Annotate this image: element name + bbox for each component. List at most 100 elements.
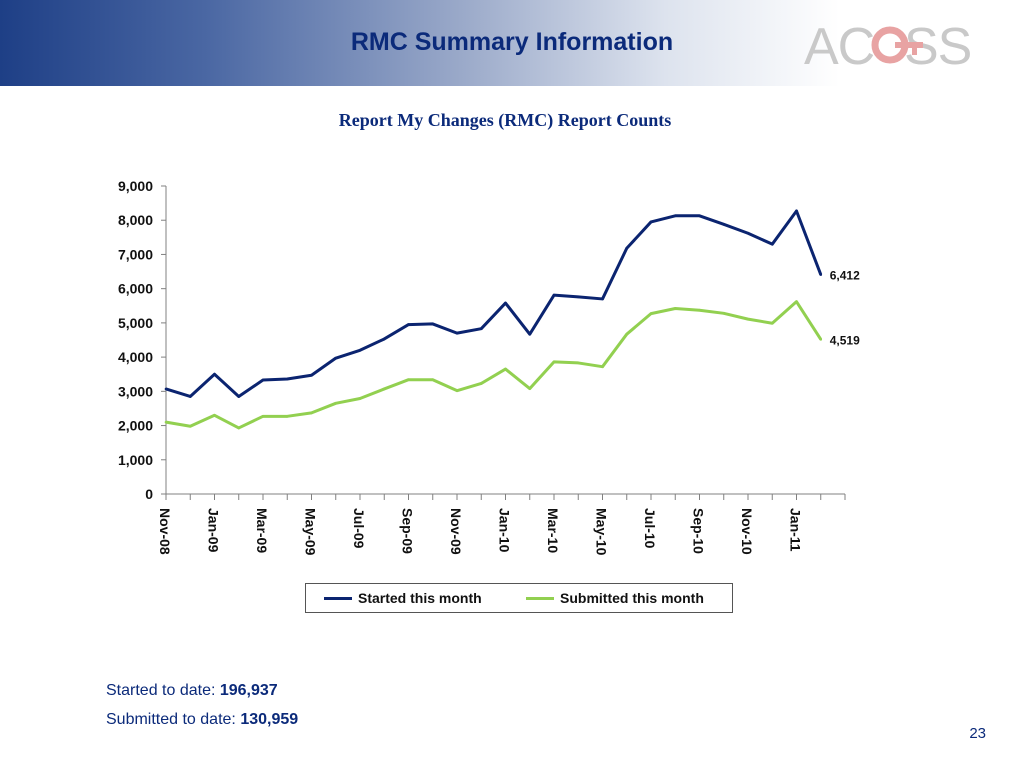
data-point-submitted: [552, 360, 556, 364]
data-point-submitted: [407, 378, 410, 381]
submitted-to-date: Submitted to date: 130,959: [106, 711, 298, 729]
y-tick-label: 7,000: [118, 246, 153, 262]
started-to-date-value: 196,937: [219, 682, 278, 699]
data-point-started: [552, 293, 556, 297]
x-tick-label: Sep-10: [691, 508, 707, 554]
data-point-started: [576, 295, 580, 299]
data-point-submitted: [455, 389, 459, 392]
data-point-started: [237, 395, 241, 398]
data-point-submitted: [164, 420, 168, 424]
data-point-submitted: [285, 415, 289, 418]
x-tick-label: Nov-09: [448, 508, 464, 555]
x-tick-label: Nov-10: [739, 508, 755, 555]
data-point-submitted: [673, 307, 677, 310]
data-label-started: 6,412: [830, 269, 860, 283]
data-point-submitted: [528, 387, 532, 390]
data-point-submitted: [479, 382, 483, 385]
x-tick-label: Mar-10: [545, 508, 561, 553]
series-line-started: [165, 209, 823, 398]
y-tick-label: 3,000: [118, 383, 153, 399]
data-point-started: [770, 242, 774, 246]
data-point-submitted: [819, 338, 823, 341]
legend-item-submitted: Submitted this month: [526, 584, 704, 612]
access-logo: AC SS: [804, 18, 972, 76]
x-tick-label: Jul-09: [351, 508, 367, 549]
data-point-submitted: [358, 397, 362, 400]
page-title: RMC Summary Information: [350, 28, 674, 56]
y-tick-label: 4,000: [118, 349, 153, 365]
y-tick-label: 6,000: [118, 281, 153, 297]
y-tick-label: 9,000: [118, 178, 153, 194]
data-point-submitted: [576, 361, 580, 365]
data-point-submitted: [625, 332, 629, 336]
data-point-started: [188, 395, 192, 398]
series-line-submitted: [165, 300, 823, 430]
data-point-submitted: [334, 402, 338, 405]
data-point-started: [504, 301, 507, 305]
data-point-submitted: [431, 378, 435, 381]
submitted-to-date-value: 130,959: [240, 711, 299, 728]
data-point-submitted: [770, 321, 774, 325]
y-tick-label: 5,000: [118, 315, 153, 331]
data-point-submitted: [188, 424, 192, 428]
chart-title: Report My Changes (RMC) Report Counts: [338, 110, 672, 130]
x-tick-label: Nov-08: [157, 508, 173, 555]
data-point-started: [358, 348, 362, 352]
y-tick-label: 1,000: [118, 452, 153, 468]
data-point-started: [673, 214, 677, 218]
chart-legend: Started this month Submitted this month: [305, 583, 733, 613]
x-tick-label: May-09: [303, 508, 319, 556]
x-tick-label: Jan-09: [206, 508, 222, 553]
data-point-started: [261, 378, 265, 382]
data-point-started: [722, 223, 726, 226]
x-tick-label: Jan-10: [497, 508, 513, 553]
data-point-started: [819, 273, 823, 276]
started-to-date: Started to date: 196,937: [106, 682, 278, 700]
data-point-started: [382, 337, 386, 341]
data-point-started: [649, 220, 653, 224]
data-point-submitted: [649, 312, 653, 315]
data-point-submitted: [237, 426, 241, 430]
data-point-started: [164, 387, 168, 391]
data-point-started: [455, 331, 459, 335]
legend-swatch-started: [324, 596, 352, 600]
header-band: [0, 0, 1024, 86]
data-point-submitted: [382, 387, 386, 391]
data-point-started: [431, 322, 435, 326]
legend-label-started: Started this month: [358, 590, 482, 606]
submitted-to-date-label: Submitted to date:: [106, 711, 241, 728]
data-point-submitted: [746, 317, 750, 321]
data-point-submitted: [795, 300, 798, 303]
x-tick-label: Jan-11: [788, 508, 804, 552]
x-tick-label: May-10: [594, 508, 610, 556]
data-point-submitted: [504, 367, 507, 371]
x-tick-label: Sep-09: [400, 508, 416, 554]
y-tick-label: 2,000: [118, 418, 153, 434]
data-point-started: [528, 332, 532, 336]
data-point-submitted: [310, 411, 313, 415]
data-point-started: [746, 231, 750, 235]
legend-swatch-submitted: [526, 596, 554, 600]
data-point-started: [698, 214, 701, 218]
data-point-started: [334, 356, 338, 360]
data-point-submitted: [261, 415, 265, 418]
legend-label-submitted: Submitted this month: [560, 590, 704, 606]
data-point-submitted: [722, 312, 726, 315]
data-point-started: [601, 297, 604, 301]
data-point-started: [625, 246, 629, 250]
page-number: 23: [969, 725, 986, 742]
data-point-started: [479, 327, 483, 331]
data-point-started: [213, 372, 216, 376]
data-point-started: [310, 373, 313, 377]
legend-item-started: Started this month: [324, 584, 482, 612]
data-point-started: [407, 323, 410, 326]
data-label-submitted: 4,519: [830, 333, 860, 347]
svg-text:AC: AC: [804, 18, 874, 76]
started-to-date-label: Started to date:: [106, 682, 220, 699]
data-point-submitted: [213, 413, 216, 417]
data-point-submitted: [698, 308, 701, 312]
y-tick-label: 8,000: [118, 212, 153, 228]
y-tick-label: 0: [145, 486, 153, 502]
data-point-submitted: [601, 365, 604, 368]
